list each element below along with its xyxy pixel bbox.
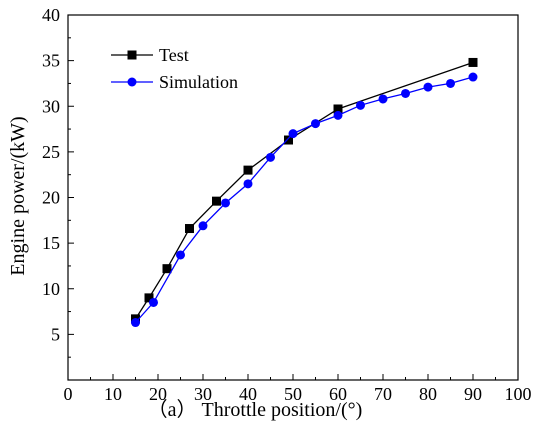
data-point: [446, 78, 455, 88]
y-tick-label: 5: [51, 324, 60, 344]
data-point: [401, 88, 410, 98]
y-axis-title: Engine power/(kW): [7, 116, 29, 275]
data-point: [221, 198, 230, 208]
legend-label: Test: [159, 45, 189, 65]
data-point: [333, 104, 343, 114]
x-tick-label: 10: [104, 384, 122, 404]
data-point: [144, 293, 154, 303]
x-tick-label: 40: [239, 384, 257, 404]
y-tick-label: 20: [42, 188, 60, 208]
data-point: [212, 196, 221, 206]
x-tick-label: 30: [194, 384, 212, 404]
legend-item: Test: [111, 45, 189, 65]
data-point: [266, 152, 275, 162]
y-tick-label: 15: [42, 233, 60, 253]
legend-label: Simulation: [159, 72, 238, 92]
data-point: [162, 264, 172, 274]
y-tick-label: 35: [42, 51, 60, 71]
x-tick-label: 80: [419, 384, 437, 404]
legend-item: Simulation: [111, 72, 238, 92]
legend-marker: [127, 77, 137, 87]
data-point: [311, 119, 320, 129]
data-point: [243, 165, 253, 175]
data-point: [378, 94, 388, 104]
data-point: [176, 250, 185, 260]
data-point: [423, 82, 433, 92]
data-point: [131, 318, 140, 328]
data-point: [468, 57, 478, 67]
legend-marker: [127, 50, 137, 60]
x-tick-label: 50: [284, 384, 302, 404]
x-tick-label: 20: [149, 384, 167, 404]
x-tick-label: 0: [64, 384, 73, 404]
data-point: [149, 297, 158, 307]
data-point: [243, 179, 253, 189]
y-tick-label: 40: [42, 5, 60, 25]
series-line: [135, 76, 474, 323]
x-axis-title: （a） Throttle position/(°): [148, 398, 363, 421]
data-point: [356, 100, 365, 110]
legend: Test Simulation: [111, 45, 238, 92]
data-point: [284, 135, 293, 145]
series-test: [131, 57, 478, 324]
x-tick-label: 90: [464, 384, 482, 404]
y-tick-label: 25: [42, 142, 60, 162]
x-tick-label: 70: [374, 384, 392, 404]
x-tick-label: 60: [329, 384, 347, 404]
axes-group: 0 10 20 30 40 50 60 70 80 90 100 5 10 15 20 25 30 35 40: [42, 5, 532, 404]
series-group: [131, 57, 478, 328]
series-line: [134, 61, 474, 320]
data-point: [468, 72, 478, 82]
y-tick-label: 30: [42, 96, 60, 116]
data-point: [288, 129, 298, 139]
series-simulation: [131, 72, 478, 328]
data-point: [198, 221, 208, 231]
y-tick-label: 10: [42, 279, 60, 299]
data-point: [333, 110, 343, 120]
data-point: [185, 224, 194, 234]
x-tick-label: 100: [505, 384, 532, 404]
